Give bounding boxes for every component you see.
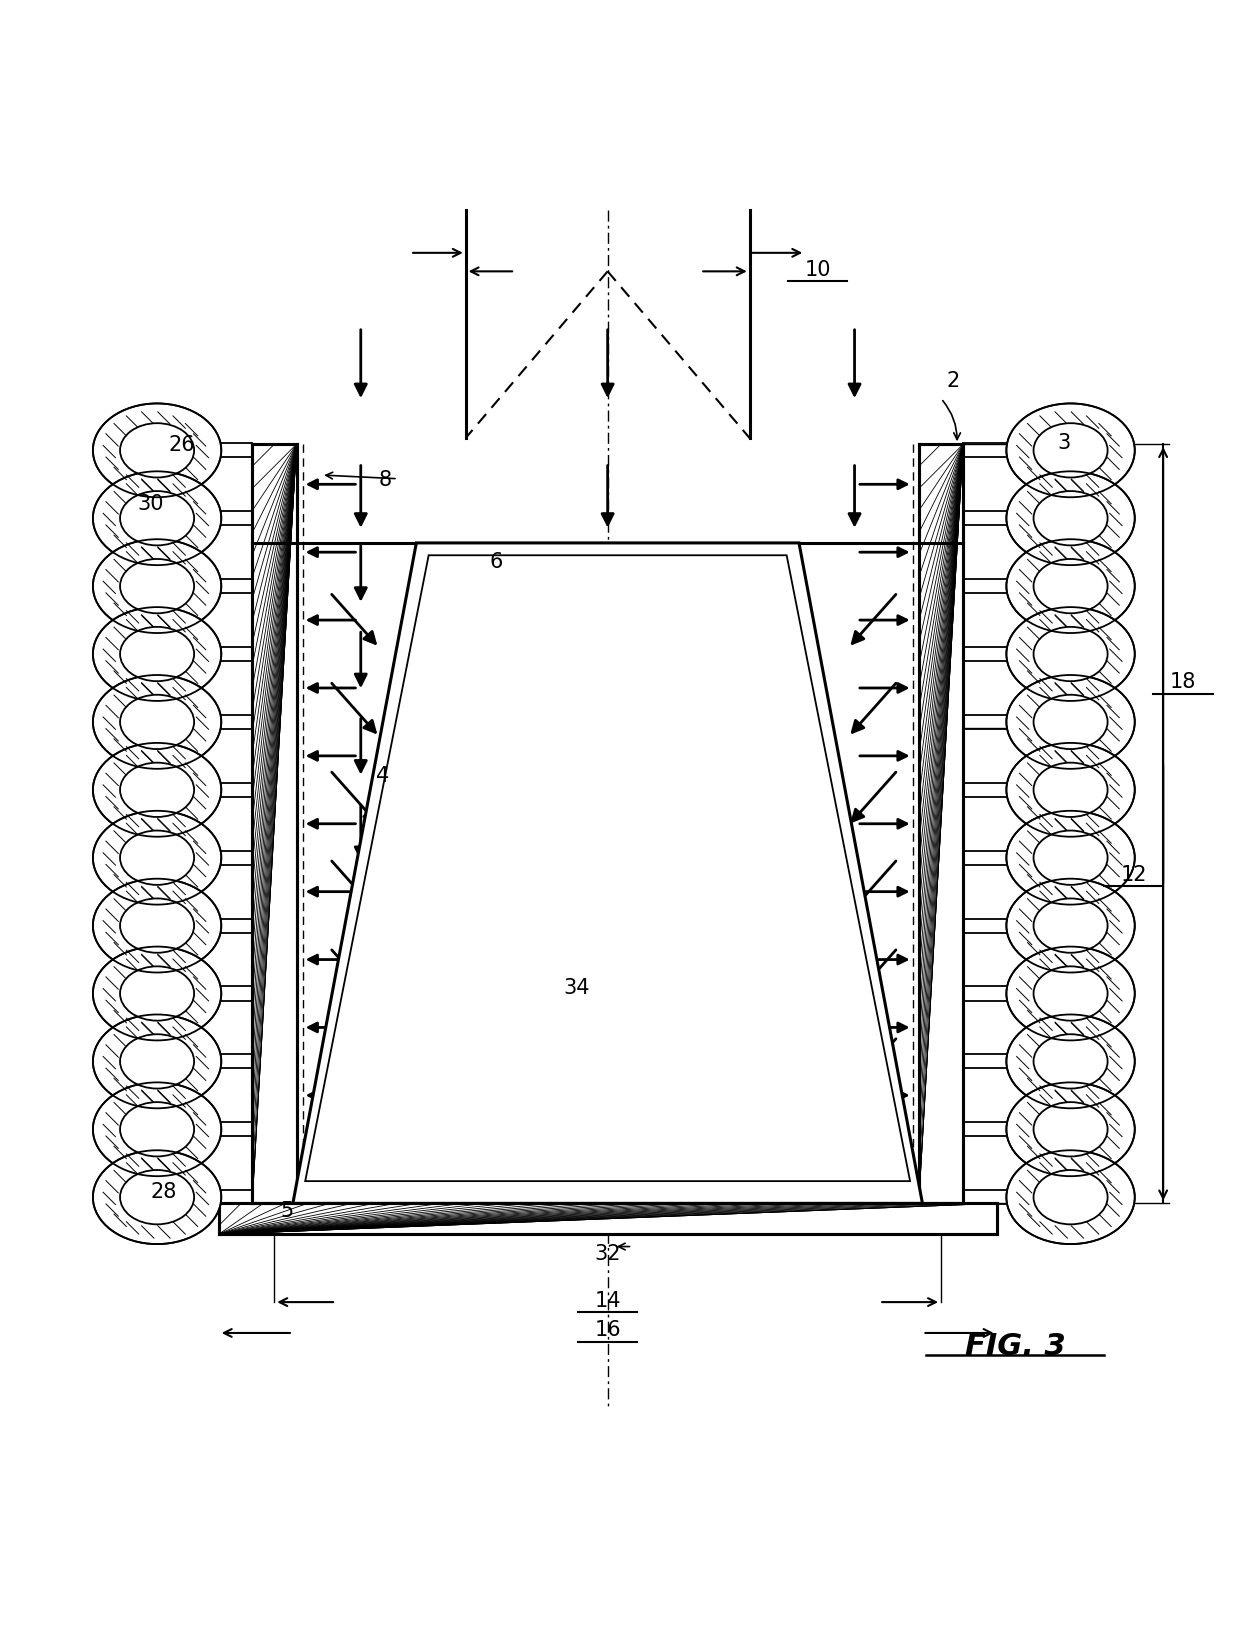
Ellipse shape [120, 424, 195, 478]
Ellipse shape [1007, 947, 1135, 1042]
Ellipse shape [1007, 540, 1135, 634]
Ellipse shape [1007, 473, 1135, 566]
Ellipse shape [93, 1151, 221, 1244]
Ellipse shape [120, 1170, 195, 1224]
Polygon shape [293, 543, 923, 1203]
Ellipse shape [1007, 404, 1135, 497]
Ellipse shape [93, 404, 221, 497]
Text: 34: 34 [563, 978, 590, 998]
Ellipse shape [1033, 898, 1107, 954]
Ellipse shape [1033, 559, 1107, 615]
Ellipse shape [120, 492, 195, 546]
Text: 8: 8 [379, 469, 392, 489]
Ellipse shape [1033, 763, 1107, 818]
Ellipse shape [1033, 628, 1107, 681]
Ellipse shape [1033, 1170, 1107, 1224]
Ellipse shape [1033, 492, 1107, 546]
Ellipse shape [120, 1035, 195, 1089]
Ellipse shape [1033, 1035, 1107, 1089]
Polygon shape [252, 445, 296, 1203]
Ellipse shape [93, 812, 221, 905]
Polygon shape [919, 445, 963, 1203]
Polygon shape [218, 1203, 997, 1234]
Ellipse shape [120, 898, 195, 954]
Ellipse shape [1033, 696, 1107, 750]
Ellipse shape [120, 1102, 195, 1157]
Ellipse shape [120, 559, 195, 615]
Text: 12: 12 [1120, 864, 1147, 883]
Text: FIG. 3: FIG. 3 [965, 1332, 1065, 1359]
Ellipse shape [93, 743, 221, 838]
Text: 32: 32 [594, 1244, 621, 1263]
Text: 10: 10 [805, 259, 831, 280]
Ellipse shape [120, 628, 195, 681]
Text: 14: 14 [594, 1289, 621, 1311]
Text: 4: 4 [377, 766, 389, 786]
Ellipse shape [93, 540, 221, 634]
Text: 3: 3 [1058, 432, 1071, 453]
Ellipse shape [93, 675, 221, 769]
Text: 30: 30 [138, 494, 164, 513]
Ellipse shape [93, 473, 221, 566]
Ellipse shape [93, 1082, 221, 1177]
Ellipse shape [1007, 879, 1135, 973]
Text: 16: 16 [594, 1319, 621, 1340]
Ellipse shape [120, 967, 195, 1020]
Ellipse shape [120, 696, 195, 750]
Text: 5: 5 [280, 1200, 294, 1219]
Ellipse shape [1033, 967, 1107, 1020]
Ellipse shape [1007, 1015, 1135, 1108]
Text: 28: 28 [150, 1182, 176, 1201]
Ellipse shape [93, 1015, 221, 1108]
Text: 26: 26 [169, 435, 195, 455]
Ellipse shape [1007, 743, 1135, 838]
Text: 2: 2 [946, 370, 960, 391]
Ellipse shape [120, 763, 195, 818]
Ellipse shape [93, 879, 221, 973]
Ellipse shape [93, 608, 221, 701]
Ellipse shape [93, 947, 221, 1042]
Ellipse shape [1007, 812, 1135, 905]
Ellipse shape [1007, 1151, 1135, 1244]
Text: 18: 18 [1169, 672, 1197, 691]
Ellipse shape [1007, 1082, 1135, 1177]
Text: 6: 6 [490, 553, 503, 572]
Ellipse shape [1033, 424, 1107, 478]
Ellipse shape [1007, 675, 1135, 769]
Ellipse shape [1007, 608, 1135, 701]
Ellipse shape [1033, 831, 1107, 885]
Ellipse shape [1033, 1102, 1107, 1157]
Ellipse shape [120, 831, 195, 885]
